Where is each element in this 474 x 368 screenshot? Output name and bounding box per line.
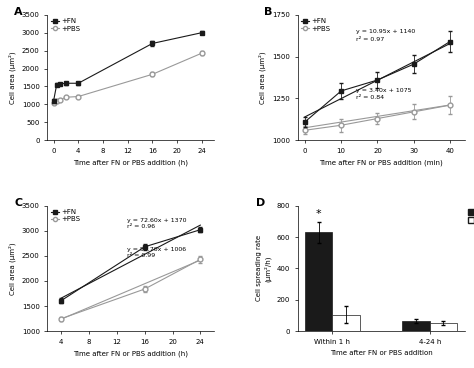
Legend: +FN, +PBS: +FN, +PBS (51, 209, 80, 223)
Text: y = 72.60x + 1370: y = 72.60x + 1370 (128, 218, 187, 223)
Text: y = 58.70x + 1006: y = 58.70x + 1006 (128, 247, 186, 252)
Text: r² = 0.99: r² = 0.99 (128, 253, 155, 258)
Y-axis label: Cell area (μm²): Cell area (μm²) (9, 51, 16, 104)
Bar (305, 232, 332, 331)
Legend: +FN, +PBS: +FN, +PBS (468, 209, 474, 224)
Y-axis label: Cell area (μm²): Cell area (μm²) (9, 242, 16, 295)
Bar (332, 315, 360, 331)
Text: *: * (316, 209, 322, 219)
Text: y = 3.40x + 1075: y = 3.40x + 1075 (356, 88, 411, 93)
Text: r² = 0.96: r² = 0.96 (128, 224, 155, 229)
X-axis label: Time after FN or PBS addition: Time after FN or PBS addition (330, 350, 432, 356)
Text: y = 10.95x + 1140: y = 10.95x + 1140 (356, 29, 415, 34)
X-axis label: Time after FN or PBS addition (h): Time after FN or PBS addition (h) (73, 159, 188, 166)
Y-axis label: Cell spreading rate
(μm²/h): Cell spreading rate (μm²/h) (256, 236, 271, 301)
Text: A: A (14, 7, 23, 17)
Text: r² = 0.84: r² = 0.84 (356, 95, 384, 100)
Bar (430, 323, 457, 331)
Text: B: B (264, 7, 273, 17)
X-axis label: Time after FN or PBS addition (h): Time after FN or PBS addition (h) (73, 350, 188, 357)
Legend: +FN, +PBS: +FN, +PBS (51, 18, 80, 32)
X-axis label: Time after FN or PBS addition (min): Time after FN or PBS addition (min) (319, 159, 443, 166)
Bar (402, 321, 430, 331)
Text: C: C (14, 198, 22, 208)
Legend: +FN, +PBS: +FN, +PBS (301, 18, 330, 32)
Y-axis label: Cell area (μm²): Cell area (μm²) (259, 51, 266, 104)
Text: D: D (256, 198, 265, 208)
Text: r² = 0.97: r² = 0.97 (356, 37, 384, 42)
